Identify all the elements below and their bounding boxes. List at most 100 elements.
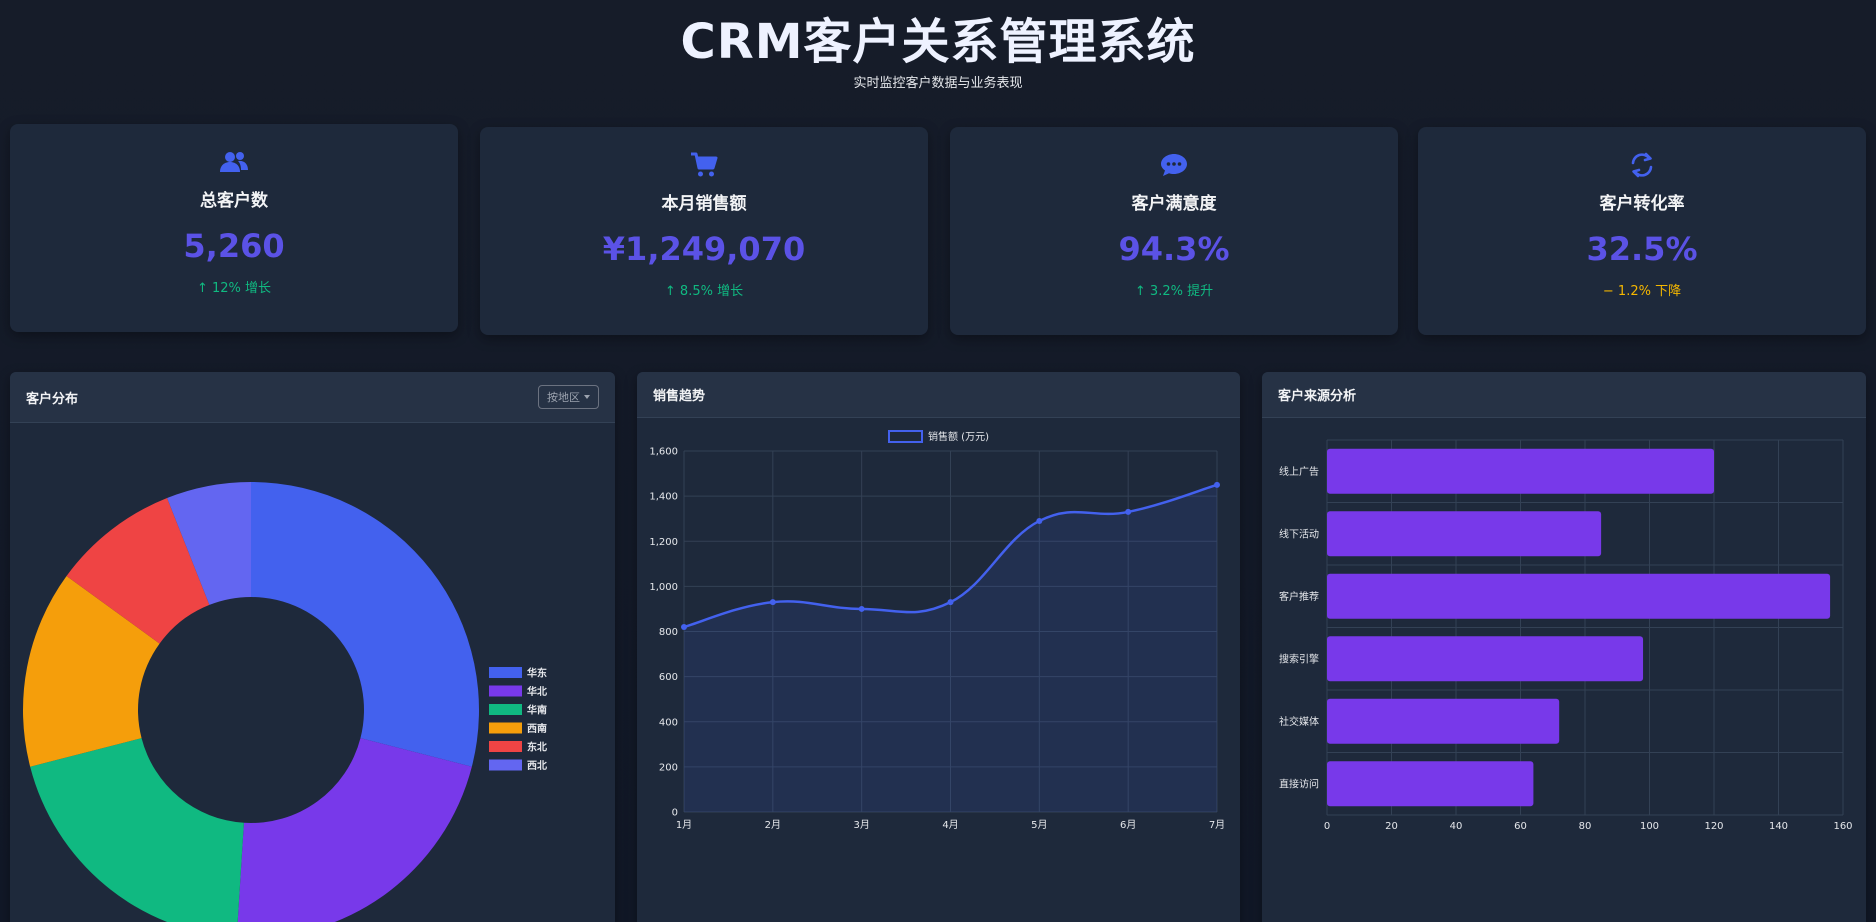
customer-distribution-panel: 客户分布 按地区 华东华北华南西南东北西北 [10, 372, 615, 922]
legend-swatch [489, 704, 522, 715]
y-tick-label: 0 [672, 808, 678, 819]
legend-label[interactable]: 东北 [527, 741, 547, 754]
x-tick-label: 80 [1579, 821, 1592, 832]
donut-slice[interactable] [237, 738, 472, 922]
x-tick-label: 20 [1385, 821, 1398, 832]
panel-title: 客户分布 [26, 391, 79, 407]
panel-header: 销售趋势 [637, 372, 1240, 418]
data-point[interactable] [769, 599, 776, 606]
region-filter-select[interactable]: 按地区 [538, 385, 599, 409]
source-bar[interactable] [1327, 636, 1644, 682]
donut-slice[interactable] [167, 482, 251, 605]
data-point[interactable] [1214, 481, 1220, 488]
x-tick-label: 3月 [853, 819, 869, 831]
x-tick-label: 0 [1324, 821, 1330, 832]
legend-swatch [489, 722, 522, 734]
x-tick-label: 6月 [1120, 819, 1136, 831]
x-tick-label: 2月 [765, 819, 781, 831]
legend-label[interactable]: 华南 [527, 704, 547, 717]
stat-value: 32.5% [1586, 230, 1698, 268]
source-bar[interactable] [1327, 511, 1602, 557]
stat-value: 5,260 [183, 227, 285, 265]
stat-value: 94.3% [1118, 230, 1230, 268]
x-tick-label: 40 [1450, 821, 1463, 832]
panel-header: 客户分布 按地区 [10, 372, 615, 423]
stat-value: ¥1,249,070 [602, 230, 806, 268]
y-tick-label: 搜索引擎 [1279, 652, 1319, 665]
refresh-icon [1418, 151, 1866, 179]
stat-change: − 1.2% 下降 [1602, 284, 1682, 299]
stat-change: ↑ 12% 增长 [196, 281, 272, 296]
x-tick-label: 100 [1640, 821, 1659, 832]
panel-title: 客户来源分析 [1278, 389, 1357, 404]
shopping-cart-icon [480, 151, 928, 179]
x-tick-label: 1月 [676, 819, 692, 831]
stat-label: 总客户数 [200, 191, 268, 211]
y-tick-label: 200 [659, 762, 678, 773]
stat-change: ↑ 3.2% 提升 [1134, 284, 1214, 299]
page-subtitle: 实时监控客户数据与业务表现 [853, 76, 1023, 91]
sales-trend-panel: 销售趋势 销售额 (万元) 0 200 400 600 800 1,000 1,200 1,40… [637, 372, 1240, 922]
legend-label[interactable]: 华东 [527, 667, 547, 680]
y-tick-label: 客户推荐 [1279, 590, 1319, 603]
donut-slice[interactable] [251, 482, 480, 767]
chevron-down-icon [584, 395, 590, 399]
data-point[interactable] [947, 599, 954, 606]
sales-trend-chart: 销售额 (万元) 0 200 400 600 800 1,000 1,200 1,400 1,60… [649, 430, 1225, 831]
x-tick-label: 7月 [1209, 819, 1225, 831]
donut-slice[interactable] [66, 498, 210, 644]
legend-label[interactable]: 销售额 (万元) [928, 430, 989, 443]
y-tick-label: 400 [659, 717, 678, 728]
y-tick-label: 直接访问 [1279, 777, 1319, 790]
source-bar[interactable] [1327, 761, 1534, 807]
x-tick-label: 60 [1514, 821, 1527, 832]
legend-label[interactable]: 华北 [527, 685, 547, 698]
y-tick-label: 1,400 [649, 492, 678, 503]
y-tick-label: 线下活动 [1279, 527, 1319, 540]
region-filter-label: 按地区 [547, 391, 580, 404]
area-fill [684, 484, 1217, 812]
customer-source-panel: 客户来源分析 0 20 40 60 80 100 120 140 160 线上广告线下活动客户推荐… [1262, 372, 1866, 922]
data-point[interactable] [1125, 508, 1132, 515]
y-tick-label: 1,000 [649, 582, 678, 593]
chat-bubble-icon [950, 151, 1398, 179]
panel-header: 客户来源分析 [1262, 372, 1866, 418]
x-tick-label: 5月 [1031, 819, 1047, 831]
legend-swatch [489, 759, 522, 771]
panel-title: 销售趋势 [653, 389, 706, 404]
data-point[interactable] [1036, 517, 1043, 524]
users-icon [10, 148, 458, 176]
page-header: CRM客户关系管理系统 实时监控客户数据与业务表现 [0, 0, 1876, 91]
data-point[interactable] [681, 623, 687, 630]
stat-card-conversion: 客户转化率 32.5% − 1.2% 下降 [1418, 127, 1866, 335]
y-tick-label: 600 [659, 672, 678, 683]
legend-label[interactable]: 西南 [527, 722, 547, 735]
legend-swatch [888, 430, 923, 443]
y-tick-label: 线上广告 [1279, 465, 1319, 478]
x-tick-label: 140 [1769, 821, 1788, 832]
customer-source-chart: 0 20 40 60 80 100 120 140 160 线上广告线下活动客户推荐搜索引擎社交媒… [1279, 439, 1853, 832]
source-bar[interactable] [1327, 698, 1560, 744]
stat-card-monthly-sales: 本月销售额 ¥1,249,070 ↑ 8.5% 增长 [480, 127, 928, 335]
source-bar[interactable] [1327, 448, 1714, 494]
data-point[interactable] [858, 605, 865, 612]
legend-swatch [489, 741, 522, 752]
stat-label: 本月销售额 [661, 194, 747, 214]
y-tick-label: 800 [659, 627, 678, 638]
y-tick-label: 社交媒体 [1279, 715, 1319, 728]
x-tick-label: 160 [1833, 821, 1852, 832]
stat-label: 客户满意度 [1131, 194, 1217, 214]
x-tick-label: 4月 [942, 819, 958, 831]
stat-card-satisfaction: 客户满意度 94.3% ↑ 3.2% 提升 [950, 127, 1398, 335]
donut-slice[interactable] [23, 575, 160, 767]
y-tick-label: 1,200 [649, 537, 678, 548]
legend-swatch [489, 685, 522, 697]
source-bar[interactable] [1327, 573, 1831, 619]
page-title: CRM客户关系管理系统 [680, 14, 1196, 70]
x-tick-label: 120 [1704, 821, 1723, 832]
legend-label[interactable]: 西北 [527, 759, 547, 772]
donut-slice[interactable] [30, 738, 244, 922]
stat-change: ↑ 8.5% 增长 [664, 284, 744, 299]
stat-label: 客户转化率 [1599, 194, 1685, 214]
